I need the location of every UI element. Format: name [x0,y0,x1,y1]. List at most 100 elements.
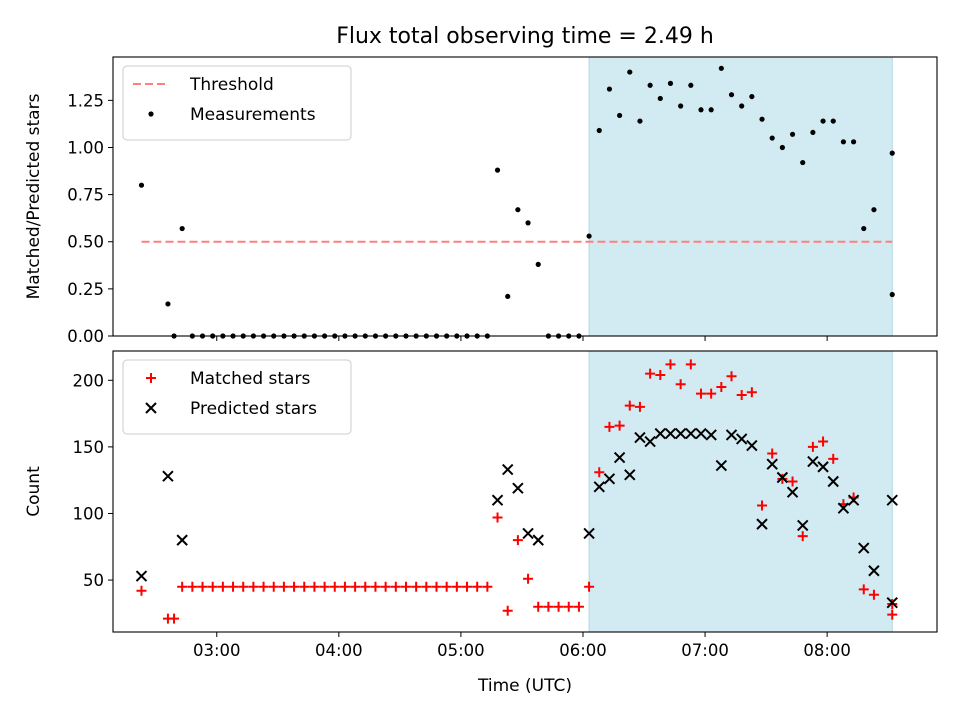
data-point [766,458,778,470]
data-point [370,581,381,592]
data-point [837,502,850,514]
data-point [818,436,829,447]
y-tick-label: 1.00 [67,138,104,157]
data-point [162,470,174,482]
data-point [472,581,483,592]
data-point [614,420,625,431]
series-predicted-stars [135,427,898,609]
data-point [685,359,696,370]
data-point [787,476,798,487]
data-point [515,207,521,213]
x-tick-label: 05:00 [437,641,485,660]
data-point [135,570,148,582]
data-point [767,448,778,459]
data-point [563,601,574,612]
data-point [786,486,799,498]
data-point [268,581,279,592]
data-point [718,65,724,71]
data-point [725,429,738,441]
data-point [309,581,320,592]
data-point [698,107,704,113]
data-point [817,461,829,473]
legend-label: Predicted stars [190,399,317,419]
legend-marker-swatch [145,402,157,414]
data-point [627,69,633,75]
data-point [655,369,666,380]
data-point [789,131,796,137]
data-point [735,433,748,445]
data-point [596,127,602,134]
x-axis-label: Time (UTC) [477,676,572,696]
data-point [807,441,818,452]
data-point [678,103,684,109]
data-point [664,427,677,440]
y-tick-label: 0.00 [67,327,104,346]
data-point [757,500,768,511]
axes-frame [112,56,938,337]
data-point [644,435,656,448]
y-tick-label: 100 [73,504,105,523]
data-point [462,581,473,592]
legend-box [122,65,352,141]
data-point [584,581,595,592]
data-point [695,427,707,440]
data-point [706,388,717,399]
data-point [868,589,879,600]
data-point [176,534,188,546]
data-point [645,368,656,379]
observing-window-span [588,350,893,633]
data-point [726,371,737,382]
observing-window-span [588,56,893,337]
data-point [674,427,687,440]
data-point [871,207,877,213]
data-point [858,542,870,554]
data-point [502,605,513,616]
data-point [624,469,636,481]
data-point [797,531,808,542]
data-point [667,80,674,86]
legend-label: Matched stars [190,369,310,389]
data-point [705,429,717,441]
legend: Matched stars Predicted stars [122,359,352,435]
data-point [451,581,462,592]
data-point [830,118,836,124]
y-tick-label: 200 [73,371,105,390]
data-point [613,451,626,464]
data-point [715,459,728,472]
data-point [553,601,564,612]
data-point [421,581,432,592]
data-point [491,494,504,506]
legend-box [122,359,352,435]
data-point [390,581,401,592]
data-point [177,581,188,592]
data-point [228,581,239,592]
panel-counts: 50 100 150 200 03:00 04:00 05:00 06:00 07:00 08:0… [24,350,938,660]
data-point [850,139,857,145]
data-point [728,92,735,98]
data-point [779,144,785,151]
legend: Threshold Measurements [122,65,352,141]
data-point [637,118,643,124]
data-point [603,473,616,485]
data-point [800,159,806,166]
data-point [583,527,595,540]
data-point [533,601,544,612]
legend-label: Measurements [190,105,316,125]
data-point [840,139,847,145]
data-point [695,388,706,399]
data-point [820,118,826,124]
data-point [797,519,809,532]
data-point [807,455,819,468]
legend-label: Threshold [189,75,274,95]
data-point [492,512,503,523]
data-point [278,581,289,592]
data-point [708,107,714,113]
data-point [494,167,501,173]
data-point [501,463,514,476]
data-point [685,427,697,440]
data-point [606,86,613,92]
y-tick-label: 0.75 [67,186,104,205]
y-tick-label: 0.25 [67,280,104,299]
data-point [688,82,694,88]
data-point [604,421,615,432]
